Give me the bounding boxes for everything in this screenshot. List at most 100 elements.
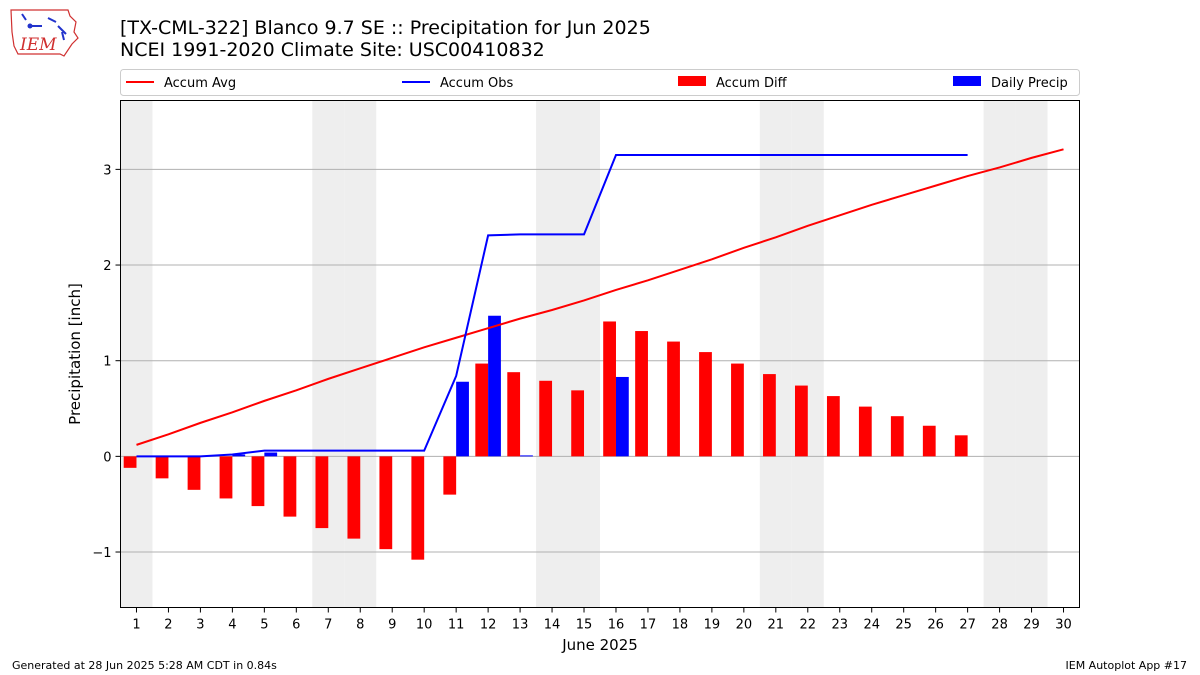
x-tick-label-6: 6	[292, 618, 300, 633]
weather-symbols-icon	[21, 13, 67, 41]
weekend-shading	[120, 100, 1048, 608]
daily-precip-bar-5	[264, 452, 278, 457]
x-tick-label-30: 30	[1055, 618, 1072, 633]
accum-diff-bar-22	[794, 385, 808, 457]
daily-precip-bar-4	[232, 454, 246, 457]
accum-diff-bar-12	[475, 363, 489, 457]
daily-precip-bar-12	[488, 315, 501, 457]
legend-swatch-daily-precip	[953, 76, 981, 86]
x-axis-label: June 2025	[561, 636, 638, 654]
generated-note: Generated at 28 Jun 2025 5:28 AM CDT in …	[12, 659, 277, 672]
x-tick-label-10: 10	[416, 618, 433, 633]
x-tick-label-14: 14	[544, 618, 561, 633]
accum-diff-bar-18	[667, 341, 680, 457]
accum-diff-bar-20	[731, 363, 744, 457]
y-tick-label-2: 1	[103, 355, 111, 370]
legend-label-accum-diff: Accum Diff	[716, 76, 788, 91]
x-tick-label-1: 1	[132, 618, 140, 633]
daily-precip-bar-11	[456, 381, 469, 457]
x-tick-label-5: 5	[260, 618, 268, 633]
y-tick-label-0: −1	[92, 546, 111, 561]
accum-diff-bar-4	[219, 456, 233, 499]
x-tick-label-17: 17	[640, 618, 657, 633]
accum-diff-bar-7	[315, 456, 329, 529]
legend-label-accum-avg: Accum Avg	[164, 76, 236, 91]
x-tick-label-7: 7	[324, 618, 332, 633]
accum-diff-bar-13	[507, 372, 521, 457]
accum-diff-bar-9	[379, 456, 393, 550]
y-tick-label-4: 3	[103, 163, 111, 178]
legend: Accum Avg Accum Obs Accum Diff Daily Pre…	[120, 69, 1080, 96]
title-line-2: NCEI 1991-2020 Climate Site: USC00410832	[120, 39, 545, 61]
x-tick-label-19: 19	[704, 618, 721, 633]
daily-precip-bar-13	[520, 455, 533, 457]
lines	[136, 148, 1064, 458]
x-tick-label-11: 11	[448, 618, 465, 633]
x-tick-label-13: 13	[512, 618, 529, 633]
x-tick-label-15: 15	[576, 618, 593, 633]
accum-diff-bar-27	[954, 435, 968, 457]
legend-box	[120, 69, 1080, 96]
sun-icon	[27, 23, 33, 29]
logo-text: IEM	[19, 35, 57, 55]
accum-diff-bar-8	[347, 456, 361, 539]
accum-obs-line	[136, 154, 968, 458]
chart-title: [TX-CML-322] Blanco 9.7 SE :: Precipitat…	[120, 17, 651, 61]
accum-diff-bar-16	[603, 321, 616, 457]
weekend-band-7	[312, 100, 345, 608]
accum-diff-bar-5	[251, 456, 265, 507]
x-tick-label-18: 18	[672, 618, 689, 633]
gridlines	[120, 168, 1080, 553]
weekend-band-1	[120, 100, 153, 608]
app-id: IEM Autoplot App #17	[1065, 659, 1188, 672]
plot-frame	[120, 100, 1080, 608]
y-tick-label-3: 2	[103, 259, 111, 274]
accum-diff-bar-10	[411, 456, 425, 560]
weekend-band-15	[568, 100, 600, 608]
x-tick-label-28: 28	[991, 618, 1008, 633]
accum-diff-bar-6	[283, 456, 297, 517]
x-tick-label-26: 26	[927, 618, 944, 633]
accum-diff-bar-19	[699, 352, 712, 457]
x-tick-label-12: 12	[480, 618, 497, 633]
accum-diff-bar-11	[443, 456, 457, 495]
accum-diff-bar-23	[826, 396, 840, 457]
weekend-band-22	[791, 100, 824, 608]
accum-avg-line	[136, 148, 1064, 446]
iem-logo: IEM	[10, 9, 79, 57]
x-tick-label-25: 25	[895, 618, 912, 633]
daily-precip-bar-16	[615, 376, 629, 457]
accum-diff-bar-25	[890, 416, 904, 457]
y-axis-label: Precipitation [inch]	[66, 283, 84, 425]
accum-diff-bar-1	[123, 456, 137, 468]
bars	[123, 315, 968, 560]
x-tick-label-29: 29	[1023, 618, 1040, 633]
x-tick-label-4: 4	[228, 618, 236, 633]
x-tick-label-20: 20	[736, 618, 753, 633]
accum-diff-bar-2	[155, 456, 169, 479]
weekend-band-28	[983, 100, 1016, 608]
weekend-band-21	[759, 100, 792, 608]
accum-diff-bar-26	[922, 425, 936, 457]
x-tick-label-2: 2	[164, 618, 172, 633]
accum-diff-bar-17	[635, 331, 648, 457]
weekend-band-29	[1015, 100, 1048, 608]
x-tick-label-27: 27	[959, 618, 976, 633]
x-tick-label-24: 24	[863, 618, 880, 633]
accum-diff-bar-21	[763, 374, 776, 457]
x-tick-label-21: 21	[768, 618, 785, 633]
x-tick-label-8: 8	[356, 618, 364, 633]
title-line-1: [TX-CML-322] Blanco 9.7 SE :: Precipitat…	[120, 17, 651, 39]
accum-diff-bar-3	[187, 456, 201, 490]
accum-diff-bar-24	[858, 406, 872, 457]
x-tick-label-9: 9	[388, 618, 396, 633]
weekend-band-14	[536, 100, 569, 608]
x-tick-label-3: 3	[196, 618, 204, 633]
x-tick-label-23: 23	[831, 618, 848, 633]
accum-diff-bar-15	[571, 390, 585, 457]
iowa-outline-icon	[10, 9, 79, 57]
x-tick-label-22: 22	[800, 618, 817, 633]
y-tick-label-1: 0	[103, 450, 111, 465]
